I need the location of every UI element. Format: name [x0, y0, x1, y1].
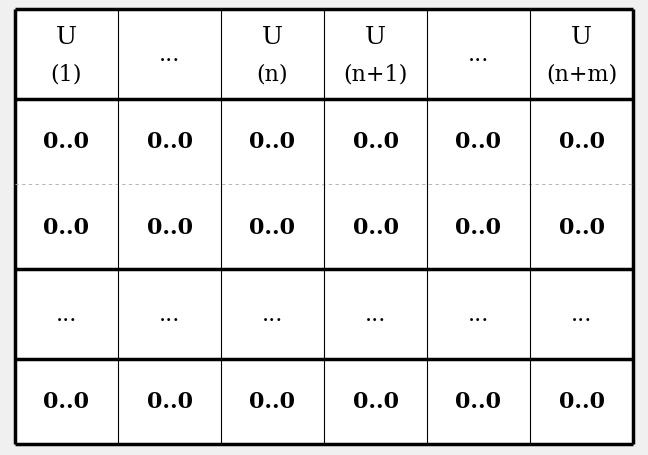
Text: 0..0: 0..0	[456, 131, 502, 153]
Text: 0..0: 0..0	[249, 391, 295, 413]
Text: ...: ...	[571, 303, 592, 325]
Text: 0..0: 0..0	[43, 131, 89, 153]
Text: 0..0: 0..0	[456, 216, 502, 238]
Text: 0..0: 0..0	[559, 216, 605, 238]
Text: 0..0: 0..0	[559, 391, 605, 413]
Text: 0..0: 0..0	[249, 131, 295, 153]
Text: 0..0: 0..0	[249, 216, 295, 238]
Text: ...: ...	[56, 303, 77, 325]
Text: ...: ...	[159, 303, 180, 325]
Text: ...: ...	[365, 303, 386, 325]
Text: 0..0: 0..0	[43, 391, 89, 413]
Text: 0..0: 0..0	[559, 131, 605, 153]
Text: 0..0: 0..0	[353, 216, 399, 238]
Text: ...: ...	[468, 44, 489, 66]
Text: U: U	[56, 25, 77, 48]
Text: U: U	[262, 25, 283, 48]
Text: ...: ...	[159, 44, 180, 66]
Text: (1): (1)	[51, 64, 82, 86]
Text: U: U	[571, 25, 592, 48]
Text: 0..0: 0..0	[353, 131, 399, 153]
Text: 0..0: 0..0	[43, 216, 89, 238]
Text: (n): (n)	[257, 64, 288, 86]
Text: 0..0: 0..0	[456, 391, 502, 413]
Text: ...: ...	[468, 303, 489, 325]
Text: 0..0: 0..0	[353, 391, 399, 413]
Text: 0..0: 0..0	[146, 216, 192, 238]
Text: (n+1): (n+1)	[343, 64, 408, 86]
Text: (n+m): (n+m)	[546, 64, 617, 86]
Text: 0..0: 0..0	[146, 131, 192, 153]
Text: ...: ...	[262, 303, 283, 325]
Text: U: U	[365, 25, 386, 48]
Text: 0..0: 0..0	[146, 391, 192, 413]
